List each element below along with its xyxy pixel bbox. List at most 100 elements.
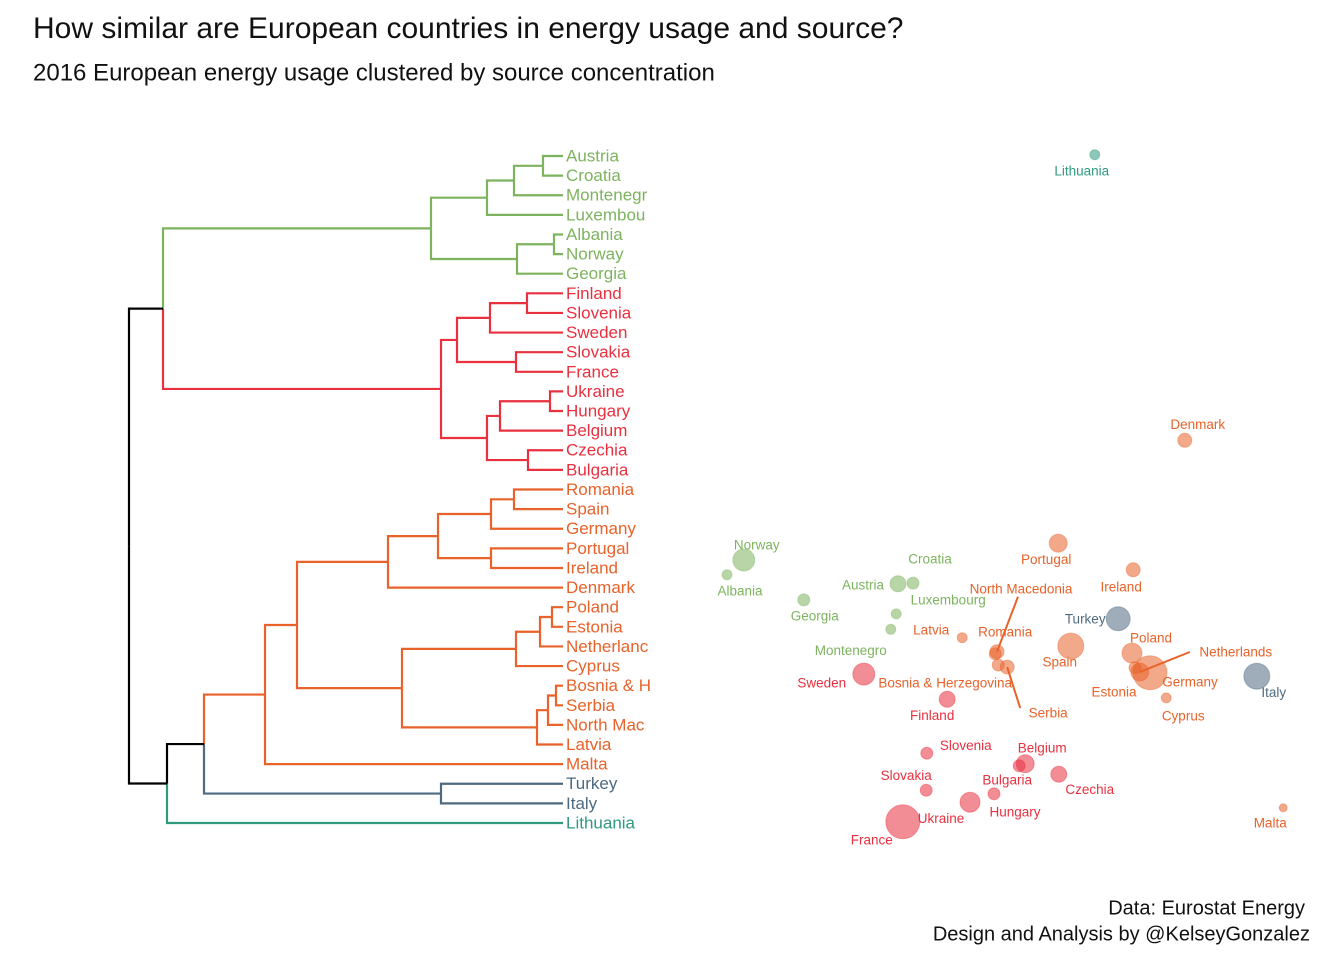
point bbox=[919, 783, 933, 797]
point-label: Slovenia bbox=[940, 738, 992, 753]
branch bbox=[455, 339, 516, 364]
leader-line bbox=[1006, 666, 1022, 709]
branch bbox=[512, 164, 543, 181]
leaf-label: France bbox=[566, 362, 619, 381]
leaf-label: Cyprus bbox=[566, 657, 620, 676]
branch bbox=[554, 695, 563, 707]
point bbox=[885, 623, 897, 635]
branch bbox=[400, 688, 537, 729]
point-label: Austria bbox=[842, 577, 885, 592]
point-label: Cyprus bbox=[1162, 708, 1205, 723]
point bbox=[1089, 149, 1101, 161]
branch bbox=[165, 783, 563, 825]
branch bbox=[436, 512, 491, 537]
chart-title: How similar are European countries in en… bbox=[33, 12, 903, 45]
branch bbox=[489, 558, 563, 570]
leaf-label: Spain bbox=[566, 500, 609, 519]
point-label: Czechia bbox=[1065, 782, 1114, 797]
branch bbox=[400, 647, 516, 689]
branch bbox=[525, 303, 563, 315]
branch bbox=[485, 179, 514, 198]
branch bbox=[488, 302, 527, 318]
leaf-label: Netherlanc bbox=[566, 637, 649, 656]
branch bbox=[541, 154, 563, 166]
leaf-label: Germany bbox=[566, 519, 636, 538]
leader-line bbox=[996, 596, 1019, 653]
point bbox=[1050, 765, 1068, 783]
branch bbox=[429, 196, 487, 229]
leaf-label: Denmark bbox=[566, 578, 635, 597]
point-label: Italy bbox=[1261, 685, 1286, 700]
point bbox=[721, 569, 733, 581]
leaf-label: Poland bbox=[566, 598, 619, 617]
point-label: Norway bbox=[734, 538, 780, 553]
leaf-label: Montenegr bbox=[566, 186, 648, 205]
branch bbox=[526, 460, 563, 471]
branch bbox=[515, 258, 563, 275]
branch bbox=[498, 415, 563, 432]
branch bbox=[514, 648, 563, 668]
point bbox=[1128, 661, 1142, 675]
leaf-label: Belgium bbox=[566, 421, 627, 440]
branch bbox=[386, 561, 563, 589]
leaf-label: Lithuania bbox=[566, 813, 636, 832]
leaf-label: Slovenia bbox=[566, 303, 632, 322]
point-label: Belgium bbox=[1018, 740, 1067, 755]
leaf-label: Ukraine bbox=[566, 382, 625, 401]
leaf-label: Italy bbox=[566, 794, 598, 813]
point-label: Croatia bbox=[908, 552, 952, 567]
point bbox=[1012, 759, 1026, 773]
branch bbox=[514, 351, 563, 362]
point bbox=[852, 662, 876, 686]
point bbox=[732, 548, 756, 572]
branch bbox=[161, 308, 441, 391]
point-label: Sweden bbox=[797, 676, 846, 691]
branch bbox=[515, 243, 554, 259]
branch bbox=[512, 180, 563, 197]
branch bbox=[535, 727, 563, 746]
leaf-label: Austria bbox=[566, 146, 619, 165]
point-label: Portugal bbox=[1021, 552, 1071, 567]
branch bbox=[295, 624, 402, 690]
leaf-label: Hungary bbox=[566, 402, 631, 421]
leaf-label: Sweden bbox=[566, 323, 627, 342]
point-label: France bbox=[851, 832, 893, 847]
leaf-label: Malta bbox=[566, 755, 608, 774]
branch bbox=[526, 449, 563, 461]
branch bbox=[202, 693, 265, 745]
point-label: Latvia bbox=[913, 622, 950, 637]
branch bbox=[512, 499, 563, 511]
branch bbox=[546, 710, 563, 727]
branch bbox=[546, 694, 556, 711]
branch bbox=[165, 742, 204, 784]
branch bbox=[202, 744, 441, 795]
leaf-label: Finland bbox=[566, 284, 622, 303]
leaf-label: North Mac bbox=[566, 715, 645, 734]
branch bbox=[489, 498, 514, 515]
point bbox=[987, 787, 1001, 801]
point bbox=[1177, 432, 1193, 448]
leaf-label: Ireland bbox=[566, 558, 618, 577]
branch bbox=[127, 546, 167, 785]
caption: Design and Analysis by @KelseyGonzalez bbox=[933, 923, 1310, 945]
point bbox=[797, 593, 811, 607]
branch bbox=[161, 227, 431, 309]
branch bbox=[439, 793, 563, 805]
point-label: Estonia bbox=[1091, 684, 1137, 699]
leaf-label: Portugal bbox=[566, 539, 629, 558]
branch bbox=[514, 630, 540, 649]
branch bbox=[554, 684, 563, 696]
point bbox=[1160, 692, 1172, 704]
point bbox=[956, 632, 968, 644]
point-label: Ukraine bbox=[918, 811, 965, 826]
branch bbox=[263, 623, 297, 695]
point-label: Bulgaria bbox=[982, 772, 1032, 787]
point bbox=[1125, 562, 1141, 578]
point-label: Germany bbox=[1162, 674, 1218, 689]
branch bbox=[263, 694, 563, 766]
point bbox=[1243, 662, 1271, 690]
point-label: Bosnia & Herzegovina bbox=[878, 676, 1012, 691]
branch bbox=[541, 165, 563, 177]
point bbox=[885, 804, 921, 840]
leaf-label: Latvia bbox=[566, 735, 612, 754]
